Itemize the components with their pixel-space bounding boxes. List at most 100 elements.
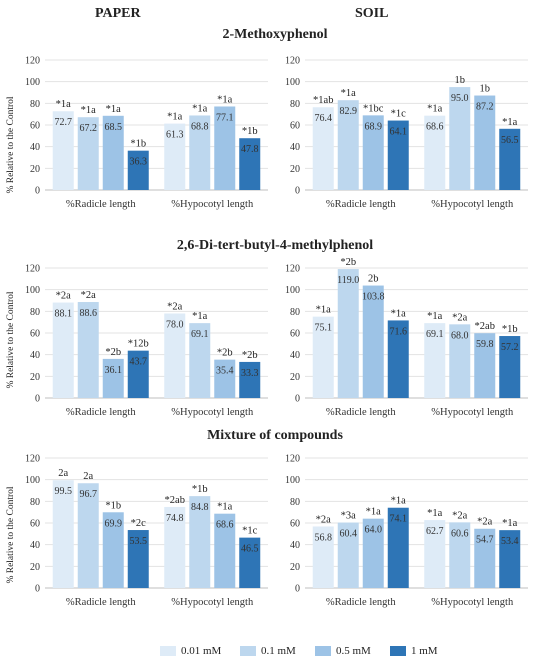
- y-tick-label: 0: [35, 584, 40, 595]
- bar: [214, 359, 236, 398]
- bar-value-label: 99.5: [55, 486, 73, 497]
- bar: [312, 526, 334, 588]
- paper-column-header: PAPER: [95, 6, 141, 21]
- y-tick-label: 40: [30, 350, 40, 361]
- chart-paper-mixture: 0 20 40 60 80 100 120 99.5 2a 96.7 2a 69.9 *1b 53.5 *2…: [25, 454, 268, 608]
- y-tick-label: 100: [285, 475, 300, 486]
- x-category-label: %Hypocotyl length: [431, 199, 514, 210]
- bar-value-label: 35.4: [216, 366, 234, 377]
- bar-value-label: 69.1: [191, 329, 209, 340]
- significance-label: *1a: [502, 117, 518, 128]
- y-tick-label: 0: [295, 186, 300, 197]
- significance-label: *1a: [217, 94, 233, 105]
- significance-label: *2a: [452, 510, 468, 521]
- legend-label: 0.5 mM: [336, 645, 371, 657]
- y-tick-label: 80: [30, 497, 40, 508]
- bar: [102, 358, 124, 398]
- x-category-label: %Hypocotyl length: [431, 597, 514, 608]
- bar-value-label: 72.7: [55, 117, 73, 128]
- significance-label: *1b: [130, 139, 146, 150]
- bar: [337, 100, 359, 190]
- bar: [337, 522, 359, 588]
- significance-label: *1c: [242, 526, 258, 537]
- bar: [449, 324, 471, 398]
- y-tick-label: 20: [290, 562, 300, 573]
- significance-label: *1b: [105, 500, 121, 511]
- y-tick-label: 80: [30, 99, 40, 110]
- y-tick-label: 80: [290, 99, 300, 110]
- bar: [77, 302, 99, 398]
- bar: [189, 323, 211, 398]
- bar-value-label: 54.7: [476, 535, 494, 546]
- significance-label: *3a: [341, 511, 357, 522]
- significance-label: *1bc: [363, 103, 384, 114]
- bar: [164, 123, 186, 190]
- bar: [362, 115, 384, 190]
- significance-label: *1a: [427, 311, 443, 322]
- bar-value-label: 33.3: [241, 368, 259, 379]
- y-tick-label: 120: [25, 264, 40, 275]
- bar: [449, 522, 471, 588]
- bar-value-label: 61.3: [166, 130, 184, 141]
- significance-label: *1a: [366, 507, 382, 518]
- bar-value-label: 56.8: [315, 532, 333, 543]
- significance-label: *1a: [341, 88, 357, 99]
- row-title-mixture: Mixture of compounds: [207, 428, 343, 443]
- bar-value-label: 87.2: [476, 102, 494, 113]
- bar: [239, 361, 261, 398]
- bar: [387, 120, 409, 190]
- bar-value-label: 68.8: [191, 121, 209, 132]
- y-tick-label: 60: [290, 121, 300, 132]
- bar: [214, 513, 236, 588]
- y-tick-label: 120: [25, 454, 40, 465]
- bar-value-label: 69.9: [105, 518, 123, 529]
- chart-soil-2-methoxyphenol: 0 20 40 60 80 100 120 76.4 *1ab 82.9 *1a 68.9 *1bc 64…: [285, 56, 528, 210]
- bar-value-label: 36.1: [105, 365, 123, 376]
- chart-paper-di-tert-butyl-methylphenol: 0 20 40 60 80 100 120 88.1 *2a 88.6 *2a 36.1 *2b 43.7…: [25, 264, 268, 418]
- bar-value-label: 60.6: [451, 528, 469, 539]
- bar-value-label: 53.4: [501, 536, 519, 547]
- significance-label: *1b: [502, 324, 518, 335]
- legend-label: 1 mM: [411, 645, 438, 657]
- y-tick-label: 100: [25, 285, 40, 296]
- significance-label: 1b: [455, 75, 466, 86]
- bar-value-label: 60.4: [340, 529, 358, 540]
- significance-label: *1a: [192, 103, 208, 114]
- bar-value-label: 68.9: [365, 121, 383, 132]
- y-tick-label: 20: [30, 562, 40, 573]
- y-tick-label: 80: [290, 497, 300, 508]
- bar: [499, 530, 521, 588]
- bar: [77, 117, 99, 190]
- significance-label: *1b: [192, 484, 208, 495]
- y-tick-label: 60: [30, 519, 40, 530]
- bar: [239, 138, 261, 190]
- y-tick-label: 120: [25, 56, 40, 67]
- bar-value-label: 119.0: [337, 275, 359, 286]
- bar-value-label: 47.8: [241, 144, 259, 155]
- bar: [362, 285, 384, 398]
- legend-item-1mm: 1 mM: [390, 645, 438, 657]
- legend-label: 0.1 mM: [261, 645, 296, 657]
- bar-value-label: 64.0: [365, 525, 383, 536]
- bar: [362, 518, 384, 588]
- y-tick-label: 60: [290, 329, 300, 340]
- significance-label: *1a: [192, 311, 208, 322]
- bar-value-label: 71.6: [390, 326, 408, 337]
- significance-label: *2a: [167, 302, 183, 313]
- bar-value-label: 68.6: [426, 122, 444, 133]
- y-tick-label: 60: [30, 329, 40, 340]
- legend-item-0.01mm: 0.01 mM: [160, 645, 221, 657]
- y-tick-label: 100: [25, 77, 40, 88]
- bar: [424, 520, 446, 588]
- significance-label: *1a: [427, 104, 443, 115]
- significance-label: *1a: [81, 105, 97, 116]
- y-tick-label: 80: [30, 307, 40, 318]
- bar-value-label: 56.5: [501, 135, 519, 146]
- significance-label: 2b: [368, 274, 379, 285]
- bar-value-label: 68.0: [451, 330, 469, 341]
- bar: [189, 496, 211, 588]
- bar-value-label: 69.1: [426, 329, 444, 340]
- y-tick-label: 60: [290, 519, 300, 530]
- chart-legend: 0.01 mM 0.1 mM 0.5 mM 1 mM: [160, 645, 550, 661]
- x-category-label: %Radicle length: [326, 407, 396, 418]
